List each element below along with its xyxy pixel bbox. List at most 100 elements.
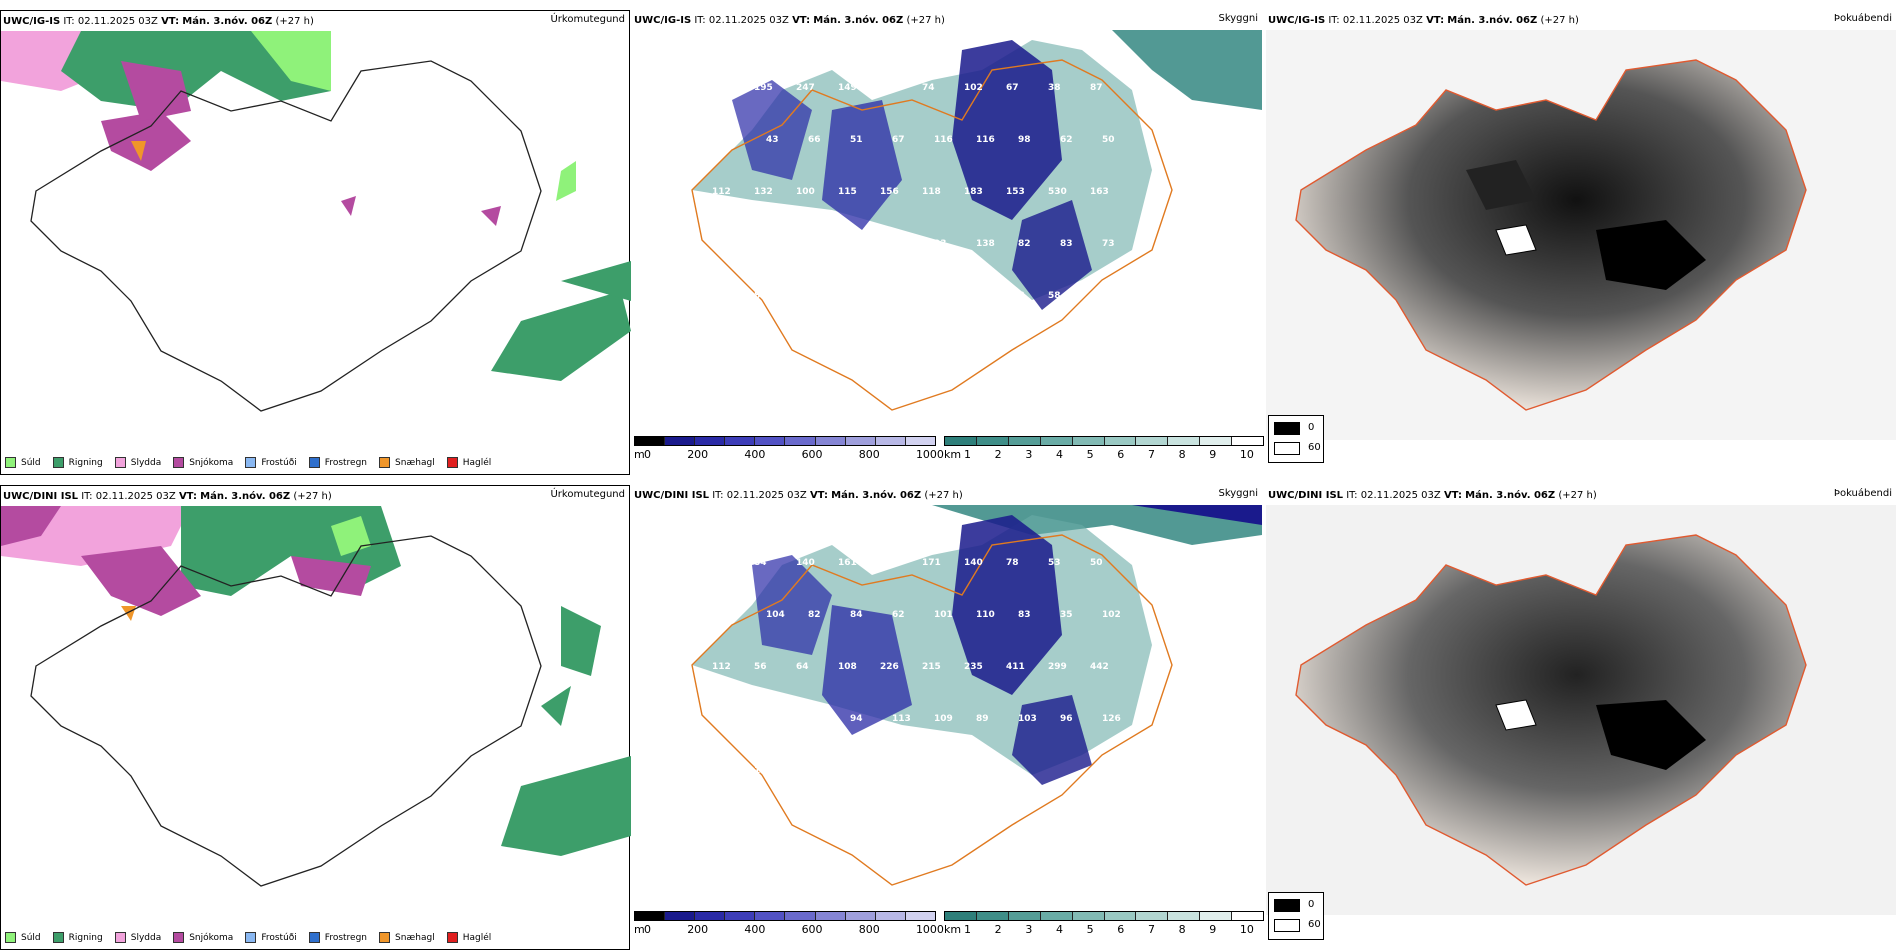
legend-item: Frostúði bbox=[245, 457, 297, 468]
visibility-panel-row2: UWC/DINI ISL IT: 02.11.2025 03Z VT: Mán.… bbox=[632, 485, 1264, 950]
visibility-value-label: 114 bbox=[880, 766, 899, 776]
visibility-value-label: 140 bbox=[964, 558, 983, 568]
visibility-map: 104 195 247 149 109 74 102 67 38 87 56 43 66 51 67 116 1… bbox=[632, 30, 1262, 440]
vt-label: VT: bbox=[161, 16, 180, 27]
visibility-value-label: 86 bbox=[754, 291, 767, 301]
precip-map bbox=[1, 506, 631, 916]
panel-title: Úrkomutegund bbox=[550, 14, 625, 25]
visibility-value-label: 98 bbox=[1018, 135, 1031, 145]
panel-header: UWC/IG-IS IT: 02.11.2025 03Z VT: Mán. 3.… bbox=[1268, 13, 1892, 26]
model-id: UWC/DINI ISL bbox=[3, 491, 79, 502]
height-unit: m bbox=[634, 448, 645, 461]
visibility-value-label: 180 bbox=[808, 239, 827, 249]
visibility-value-label: 43 bbox=[766, 135, 779, 145]
visibility-panel-row1: UWC/IG-IS IT: 02.11.2025 03Z VT: Mán. 3.… bbox=[632, 10, 1264, 475]
km-colorbar bbox=[944, 436, 1264, 446]
visibility-value-label: 530 bbox=[1048, 187, 1067, 197]
visibility-value-label: 115 bbox=[838, 187, 857, 197]
height-ticks: 0 200 400 600 800 1000 bbox=[644, 448, 944, 461]
visibility-value-label: 73 bbox=[1102, 239, 1115, 249]
panel-header: UWC/IG-IS IT: 02.11.2025 03Z VT: Mán. 3.… bbox=[634, 13, 1258, 26]
visibility-value-label: 112 bbox=[712, 187, 731, 197]
visibility-value-label: 117 bbox=[892, 239, 911, 249]
visibility-value-label: 116 bbox=[934, 135, 953, 145]
visibility-value-label: 64 bbox=[796, 662, 809, 672]
visibility-value-label: 56 bbox=[724, 135, 737, 145]
precip-map bbox=[1, 31, 631, 441]
visibility-value-label: 175 bbox=[712, 766, 731, 776]
legend-item: Haglél bbox=[446, 457, 491, 468]
fog-map bbox=[1266, 30, 1896, 440]
visibility-value-label: 569 bbox=[838, 766, 857, 776]
visibility-value-label: 89 bbox=[976, 714, 989, 724]
visibility-value-label: 149 bbox=[838, 83, 857, 93]
visibility-value-label: 150 bbox=[724, 714, 743, 724]
visibility-value-label: 305 bbox=[724, 239, 743, 249]
visibility-value-label: 113 bbox=[1006, 291, 1025, 301]
visibility-value-label: 155 bbox=[766, 714, 785, 724]
visibility-value-label: 161 bbox=[838, 558, 857, 568]
visibility-value-label: 102 bbox=[1102, 610, 1121, 620]
visibility-value-label: 195 bbox=[754, 83, 773, 93]
visibility-value-label: 83 bbox=[1018, 610, 1031, 620]
visibility-value-label: 57 bbox=[724, 610, 737, 620]
visibility-value-label: 411 bbox=[1006, 662, 1025, 672]
fog-map bbox=[1266, 505, 1896, 915]
visibility-value-label: 215 bbox=[922, 662, 941, 672]
visibility-value-label: 126 bbox=[1102, 714, 1121, 724]
precip-type-panel-row2: UWC/DINI ISL IT: 02.11.2025 03Z VT: Mán.… bbox=[0, 485, 631, 950]
panel-title: Skyggni bbox=[1218, 13, 1258, 24]
visibility-value-label: 102 bbox=[964, 83, 983, 93]
visibility-value-label: 442 bbox=[1090, 662, 1109, 672]
visibility-value-label: 132 bbox=[754, 766, 773, 776]
visibility-value-label: 167 bbox=[922, 291, 941, 301]
panel-header: UWC/IG-IS IT: 02.11.2025 03Z VT: Mán. 3.… bbox=[3, 14, 625, 29]
visibility-value-label: 62 bbox=[1060, 135, 1073, 145]
valid-time: Mán. 3.nóv. 06Z bbox=[182, 16, 273, 27]
visibility-value-label: 51 bbox=[850, 135, 863, 145]
visibility-value-label: 96 bbox=[1060, 714, 1073, 724]
visibility-value-label: 87 bbox=[1090, 83, 1103, 93]
visibility-value-label: 50 bbox=[1102, 135, 1115, 145]
precip-legend: Súld Rigning Slydda Snjókoma Frostúði Fr… bbox=[5, 932, 491, 943]
panel-title: Úrkomutegund bbox=[550, 489, 625, 500]
legend-item: Rigning bbox=[52, 457, 103, 468]
visibility-value-label: 35 bbox=[1060, 610, 1073, 620]
fog-panel-row2: UWC/DINI ISL IT: 02.11.2025 03Z VT: Mán.… bbox=[1266, 485, 1896, 950]
legend-item: Frostregn bbox=[308, 457, 367, 468]
visibility-value-label: 109 bbox=[934, 714, 953, 724]
visibility-value-label: 74 bbox=[922, 83, 935, 93]
visibility-value-label: 94 bbox=[850, 714, 863, 724]
panel-header: UWC/DINI ISL IT: 02.11.2025 03Z VT: Mán.… bbox=[634, 488, 1258, 501]
lead-time: (+27 h) bbox=[275, 16, 314, 27]
legend-item: Súld bbox=[5, 457, 41, 468]
panel-title: Skyggni bbox=[1218, 488, 1258, 499]
legend-item: Snæhagl bbox=[379, 457, 435, 468]
visibility-value-label: 153 bbox=[1006, 187, 1025, 197]
fog-panel-row1: UWC/IG-IS IT: 02.11.2025 03Z VT: Mán. 3.… bbox=[1266, 10, 1896, 475]
precip-type-panel-row1: UWC/IG-IS IT: 02.11.2025 03Z VT: Mán. 3.… bbox=[0, 10, 631, 475]
visibility-value-label: 101 bbox=[934, 610, 953, 620]
visibility-value-label: 66 bbox=[808, 135, 821, 145]
visibility-value-label: 104 bbox=[766, 610, 785, 620]
visibility-map: 102 84 140 161 165 171 140 78 53 50 57 104 82 84 62 101… bbox=[632, 505, 1262, 915]
visibility-value-label: 104 bbox=[712, 83, 731, 93]
visibility-value-label: 118 bbox=[922, 187, 941, 197]
visibility-value-label: 116 bbox=[976, 135, 995, 145]
visibility-value-label: 67 bbox=[1006, 83, 1019, 93]
visibility-value-label: 103 bbox=[1018, 714, 1037, 724]
visibility-value-label: 148 bbox=[766, 239, 785, 249]
legend-item: Snjókoma bbox=[173, 457, 233, 468]
km-colorbar bbox=[944, 911, 1264, 921]
panel-title: Þokuábendi bbox=[1833, 13, 1892, 24]
visibility-value-label: 108 bbox=[838, 662, 857, 672]
panel-header: UWC/DINI ISL IT: 02.11.2025 03Z VT: Mán.… bbox=[1268, 488, 1892, 501]
visibility-value-label: 84 bbox=[754, 558, 767, 568]
visibility-value-label: 163 bbox=[1090, 187, 1109, 197]
visibility-value-label: 165 bbox=[880, 558, 899, 568]
visibility-value-label: 84 bbox=[850, 610, 863, 620]
visibility-value-label: 105 bbox=[964, 291, 983, 301]
visibility-value-label: 183 bbox=[964, 187, 983, 197]
visibility-value-label: 83 bbox=[1060, 239, 1073, 249]
visibility-value-label: 110 bbox=[976, 610, 995, 620]
